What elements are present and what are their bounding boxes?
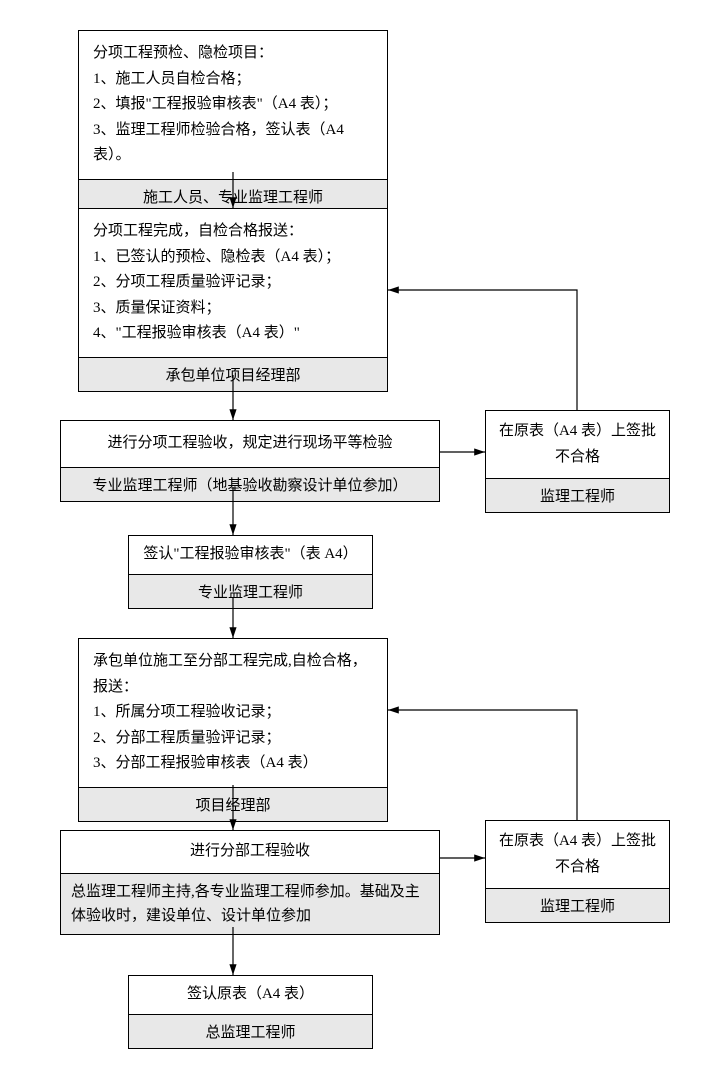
line: 3、质量保证资料； (93, 296, 373, 322)
node-role: 监理工程师 (486, 478, 669, 512)
node-role: 项目经理部 (79, 787, 387, 821)
line: 3、监理工程师检验合格，签认表（A4 表）。 (93, 118, 373, 169)
node-body: 进行分项工程验收，规定进行现场平等检验 (61, 421, 439, 467)
line: 2、分部工程质量验评记录； (93, 726, 373, 752)
flow-node-subdivision-submit: 承包单位施工至分部工程完成,自检合格，报送： 1、所属分项工程验收记录； 2、分… (78, 638, 388, 822)
line: 2、分项工程质量验评记录； (93, 270, 373, 296)
flow-node-submit: 分项工程完成，自检合格报送： 1、已签认的预检、隐检表（A4 表）； 2、分项工… (78, 208, 388, 392)
line: 承包单位施工至分部工程完成,自检合格，报送： (93, 649, 373, 700)
line: 进行分部工程验收 (69, 839, 431, 865)
line: 1、已签认的预检、隐检表（A4 表）； (93, 245, 373, 271)
line: 2、填报"工程报验审核表"（A4 表）； (93, 92, 373, 118)
node-role: 总监理工程师 (129, 1014, 372, 1048)
flow-node-final-sign: 签认原表（A4 表） 总监理工程师 (128, 975, 373, 1049)
line: 签认"工程报验审核表"（表 A4） (137, 542, 364, 568)
line: 在原表（A4 表）上签批不合格 (494, 829, 661, 880)
flow-node-reject-b: 在原表（A4 表）上签批不合格 监理工程师 (485, 820, 670, 923)
node-body: 进行分部工程验收 (61, 831, 439, 873)
line: 分项工程完成，自检合格报送： (93, 219, 373, 245)
node-role: 专业监理工程师（地基验收勘察设计单位参加） (61, 467, 439, 501)
line: 签认原表（A4 表） (137, 982, 364, 1008)
node-body: 签认原表（A4 表） (129, 976, 372, 1014)
node-body: 承包单位施工至分部工程完成,自检合格，报送： 1、所属分项工程验收记录； 2、分… (79, 639, 387, 787)
flow-node-precheck: 分项工程预检、隐检项目： 1、施工人员自检合格； 2、填报"工程报验审核表"（A… (78, 30, 388, 214)
node-role: 监理工程师 (486, 888, 669, 922)
line: 4、"工程报验审核表（A4 表）" (93, 321, 373, 347)
line: 1、所属分项工程验收记录； (93, 700, 373, 726)
line: 分项工程预检、隐检项目： (93, 41, 373, 67)
flow-node-subdivision-inspection: 进行分部工程验收 总监理工程师主持,各专业监理工程师参加。基础及主体验收时，建设… (60, 830, 440, 935)
node-body: 在原表（A4 表）上签批不合格 (486, 821, 669, 888)
line: 进行分项工程验收，规定进行现场平等检验 (75, 431, 425, 457)
node-body: 分项工程完成，自检合格报送： 1、已签认的预检、隐检表（A4 表）； 2、分项工… (79, 209, 387, 357)
node-role: 总监理工程师主持,各专业监理工程师参加。基础及主体验收时，建设单位、设计单位参加 (61, 873, 439, 934)
flow-node-reject-a: 在原表（A4 表）上签批不合格 监理工程师 (485, 410, 670, 513)
line: 1、施工人员自检合格； (93, 67, 373, 93)
node-body: 签认"工程报验审核表"（表 A4） (129, 536, 372, 574)
flow-node-sign-a4: 签认"工程报验审核表"（表 A4） 专业监理工程师 (128, 535, 373, 609)
line: 3、分部工程报验审核表（A4 表） (93, 751, 373, 777)
node-body: 分项工程预检、隐检项目： 1、施工人员自检合格； 2、填报"工程报验审核表"（A… (79, 31, 387, 179)
flow-node-inspection: 进行分项工程验收，规定进行现场平等检验 专业监理工程师（地基验收勘察设计单位参加… (60, 420, 440, 502)
node-role: 承包单位项目经理部 (79, 357, 387, 391)
line: 在原表（A4 表）上签批不合格 (494, 419, 661, 470)
node-body: 在原表（A4 表）上签批不合格 (486, 411, 669, 478)
node-role: 专业监理工程师 (129, 574, 372, 608)
